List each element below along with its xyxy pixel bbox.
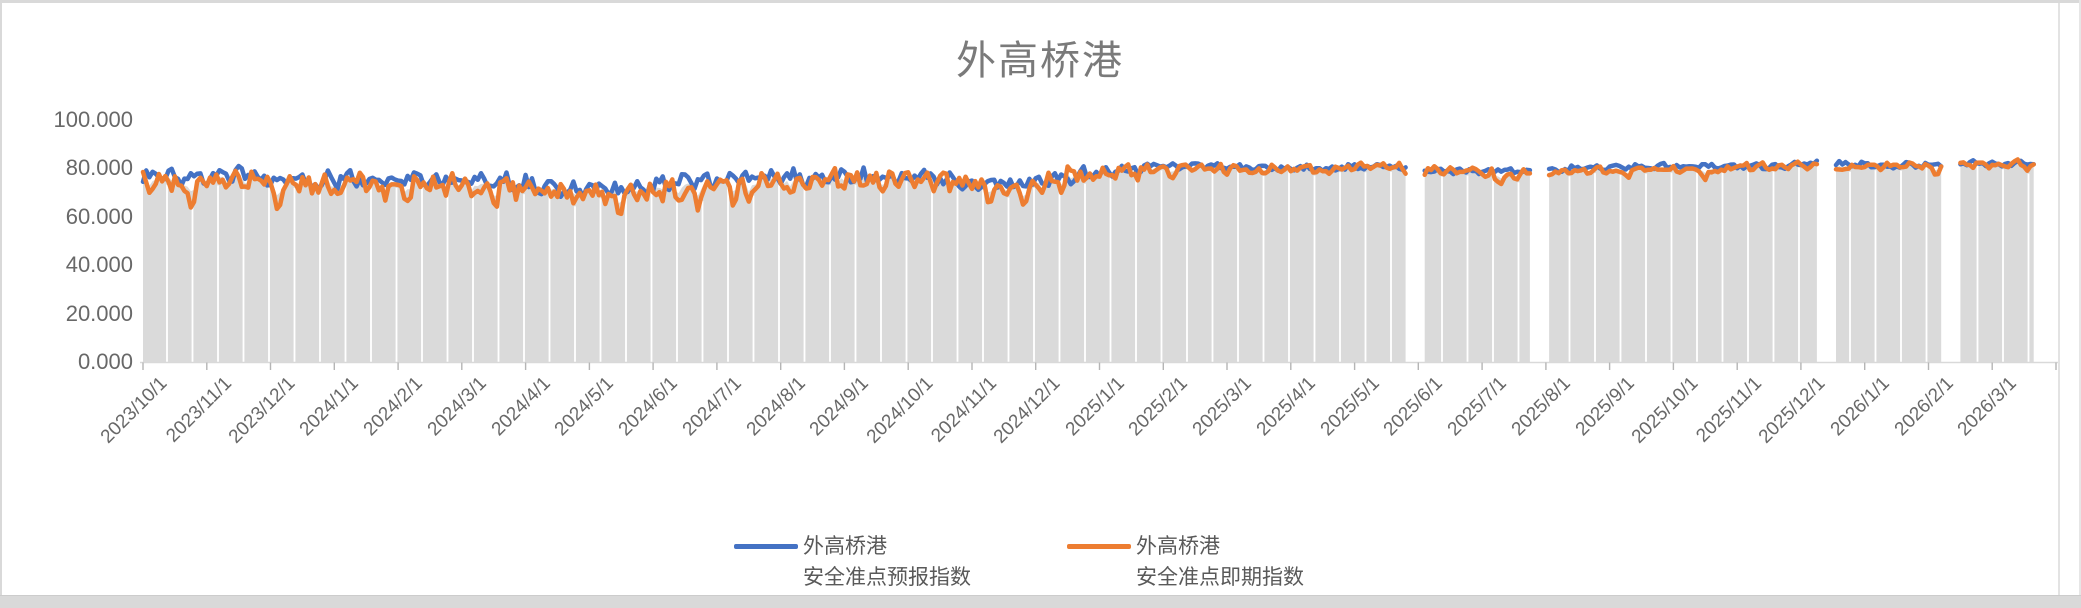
legend-line-swatch	[1067, 544, 1131, 549]
y-axis-tick-label: 80.000	[65, 155, 133, 181]
legend-label: 外高桥港 安全准点预报指数	[803, 535, 971, 589]
y-axis-tick-label: 60.000	[65, 203, 133, 229]
window-edge-top	[0, 0, 2081, 3]
legend-item-spot[interactable]: 外高桥港 安全准点即期指数	[1067, 531, 1304, 593]
legend-line-swatch	[734, 544, 798, 549]
window-edge-bottom	[0, 595, 2081, 608]
window-edge-right	[2079, 0, 2081, 608]
legend-label: 外高桥港 安全准点即期指数	[1136, 535, 1304, 589]
y-axis-tick-label: 40.000	[65, 252, 133, 278]
legend: 外高桥港 安全准点预报指数 外高桥港 安全准点即期指数	[0, 531, 2081, 601]
y-axis-tick-label: 20.000	[65, 300, 133, 326]
y-axis-tick-label: 0.000	[77, 349, 133, 374]
legend-item-forecast[interactable]: 外高桥港 安全准点预报指数	[734, 531, 971, 593]
y-axis-tick-label: 100.000	[53, 107, 133, 132]
chart-title: 外高桥港	[956, 39, 1124, 83]
series-line-spot-index[interactable]	[140, 157, 2036, 217]
x-axis-ticks	[142, 362, 2057, 370]
background-columns	[143, 161, 2034, 362]
column-separators	[166, 165, 2030, 362]
window-edge-left	[0, 0, 2, 608]
